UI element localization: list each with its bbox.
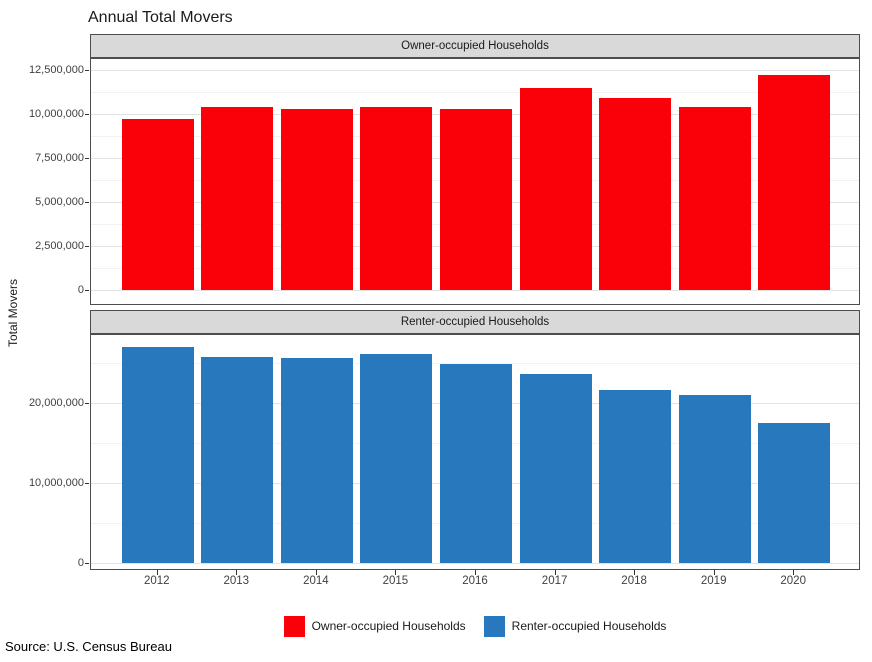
legend: Owner-occupied Households Renter-occupie… xyxy=(90,612,860,640)
y-tick-label: 0 xyxy=(77,557,84,569)
bar-renter-2014 xyxy=(280,358,353,563)
x-tick-mark xyxy=(634,570,636,575)
bar-owner-2019 xyxy=(678,107,751,290)
y-tick-mark xyxy=(85,202,89,203)
x-tick-mark xyxy=(475,570,476,575)
x-tick-label: 2017 xyxy=(541,575,568,587)
y-tick-label: 5,000,000 xyxy=(35,196,84,208)
gridline-minor xyxy=(91,92,859,93)
x-tick-label: 2015 xyxy=(382,575,409,587)
facet-strip-owner-label: Owner-occupied Households xyxy=(401,40,549,52)
bar-renter-2019 xyxy=(678,395,751,563)
chart-title: Annual Total Movers xyxy=(88,9,233,26)
legend-swatch-renter xyxy=(483,615,505,637)
y-tick-label: 10,000,000 xyxy=(28,108,84,120)
bar-owner-2016 xyxy=(440,108,512,290)
gridline-major xyxy=(91,70,859,71)
gridline-minor xyxy=(91,363,859,364)
bar-owner-2020 xyxy=(758,75,831,290)
y-tick-label: 10,000,000 xyxy=(28,477,84,489)
legend-label-renter: Renter-occupied Households xyxy=(511,619,667,633)
facet-panel-owner xyxy=(90,58,860,305)
y-tick-mark xyxy=(85,403,89,404)
bar-owner-2017 xyxy=(519,87,592,290)
legend-label-owner: Owner-occupied Households xyxy=(311,619,466,633)
y-tick-label: 2,500,000 xyxy=(35,240,84,252)
x-tick-mark xyxy=(554,570,556,575)
y-tick-label: 20,000,000 xyxy=(28,397,84,409)
bar-owner-2013 xyxy=(201,107,274,290)
y-tick-label: 0 xyxy=(77,284,84,296)
facet-strip-owner: Owner-occupied Households xyxy=(90,34,860,58)
bar-renter-2015 xyxy=(360,354,433,563)
y-tick-label: 7,500,000 xyxy=(35,152,84,164)
x-tick-mark xyxy=(315,570,317,575)
legend-entry-owner: Owner-occupied Households xyxy=(283,615,466,637)
y-tick-mark xyxy=(85,158,89,159)
x-tick-mark xyxy=(713,570,715,575)
bar-renter-2012 xyxy=(121,347,194,563)
y-tick-mark xyxy=(85,483,89,484)
bar-owner-2015 xyxy=(360,107,433,290)
bar-renter-2013 xyxy=(201,356,274,563)
gridline-major xyxy=(91,290,859,291)
x-tick-label: 2016 xyxy=(462,575,488,587)
legend-entry-renter: Renter-occupied Households xyxy=(483,615,667,637)
bar-renter-2018 xyxy=(599,390,672,563)
x-tick-mark xyxy=(793,570,795,575)
x-tick-mark xyxy=(156,570,158,575)
legend-swatch-owner xyxy=(283,615,305,637)
source-note: Source: U.S. Census Bureau xyxy=(5,639,172,654)
gridline-major xyxy=(91,563,859,564)
y-tick-mark xyxy=(85,70,89,71)
bar-renter-2017 xyxy=(519,374,592,563)
x-tick-label: 2012 xyxy=(144,575,170,587)
x-tick-label: 2019 xyxy=(700,575,727,587)
x-tick-mark xyxy=(236,570,238,575)
x-tick-label: 2013 xyxy=(223,575,250,587)
facet-panel-renter xyxy=(90,334,860,570)
y-tick-mark xyxy=(85,563,89,564)
bar-owner-2018 xyxy=(599,98,672,290)
facet-strip-renter-label: Renter-occupied Households xyxy=(400,316,550,328)
x-tick-label: 2018 xyxy=(621,575,647,587)
bar-owner-2014 xyxy=(280,108,353,290)
y-tick-mark xyxy=(85,246,89,247)
bar-owner-2012 xyxy=(121,119,194,290)
x-tick-mark xyxy=(395,570,397,575)
y-tick-mark xyxy=(85,290,89,291)
bar-renter-2016 xyxy=(440,363,512,563)
x-tick-label: 2014 xyxy=(303,575,329,587)
y-tick-label: 12,500,000 xyxy=(28,64,84,76)
bar-renter-2020 xyxy=(758,423,831,563)
y-tick-mark xyxy=(85,114,89,115)
x-tick-label: 2020 xyxy=(780,575,806,587)
facet-strip-renter: Renter-occupied Households xyxy=(90,310,860,334)
